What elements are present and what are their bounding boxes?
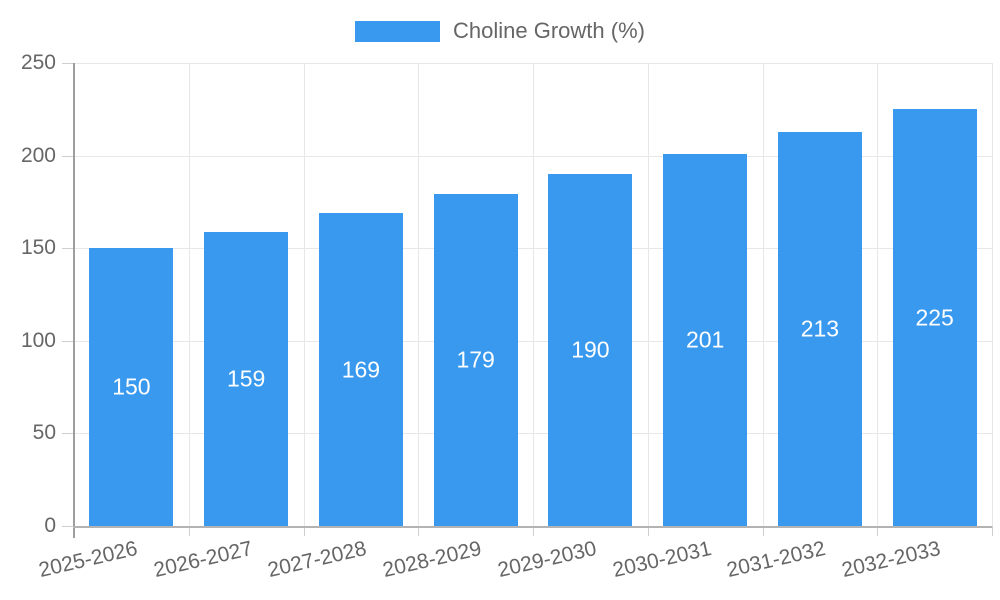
chart-legend: Choline Growth (%) [0,18,1000,44]
y-axis-tick-label: 0 [44,514,56,537]
v-gridline [418,63,420,526]
bar-value-label: 179 [456,346,495,373]
x-axis-tick-label: 2025-2026 [36,537,140,583]
y-axis-tick-label: 200 [20,143,56,167]
v-gridline [188,63,190,526]
v-gridline [992,63,993,526]
x-axis-tick-label: 2028-2029 [380,537,484,583]
legend-label: Choline Growth (%) [453,18,645,43]
v-gridline [303,63,305,526]
legend-item-choline-growth[interactable]: Choline Growth (%) [355,18,645,44]
v-gridline [762,63,764,526]
bar [777,131,862,526]
x-axis-tick-label: 2029-2030 [495,537,599,583]
y-axis-line [73,63,75,538]
legend-color-swatch [355,20,441,42]
x-axis-tick-label: 2026-2027 [151,537,255,583]
bar [89,248,174,526]
bar-value-label: 150 [112,373,151,400]
y-axis-tick-label: 50 [32,421,56,445]
y-axis-tick-label: 150 [20,236,56,260]
bar-value-label: 225 [915,304,954,331]
x-axis-tick [303,526,305,536]
x-axis-tick [992,526,993,536]
y-axis-tick [62,155,74,157]
x-axis-tick [418,526,420,536]
y-axis-tick [62,433,74,435]
bar [433,194,518,526]
x-axis-line [73,526,992,528]
x-axis-tick-label: 2030-2031 [610,537,714,583]
x-axis-tick-label: 2032-2033 [839,537,943,583]
x-axis-tick [877,526,879,536]
bar [318,213,403,526]
v-gridline [533,63,534,526]
x-axis-tick [533,526,534,536]
y-axis-tick-label: 100 [20,328,56,352]
bar-value-label: 169 [341,356,381,382]
v-gridline [877,63,879,526]
y-axis-tick [62,526,74,527]
bar [204,231,289,526]
y-axis-tick [62,248,74,250]
v-gridline [647,63,649,526]
y-axis-tick [62,63,74,64]
bar [892,109,977,526]
x-axis-tick [647,526,649,536]
x-axis-tick-label: 2027-2028 [266,537,370,583]
y-axis-tick [62,340,74,342]
bar-value-label: 190 [571,336,610,363]
bar-value-label: 201 [685,326,725,353]
x-axis-tick [762,526,764,536]
bar [663,153,748,526]
bar-value-label: 213 [800,315,840,342]
x-axis-tick [188,526,190,536]
bar-value-label: 159 [226,365,266,392]
x-axis-tick-label: 2031-2032 [725,537,829,583]
bar [548,174,633,526]
y-axis-tick-label: 250 [20,51,56,74]
